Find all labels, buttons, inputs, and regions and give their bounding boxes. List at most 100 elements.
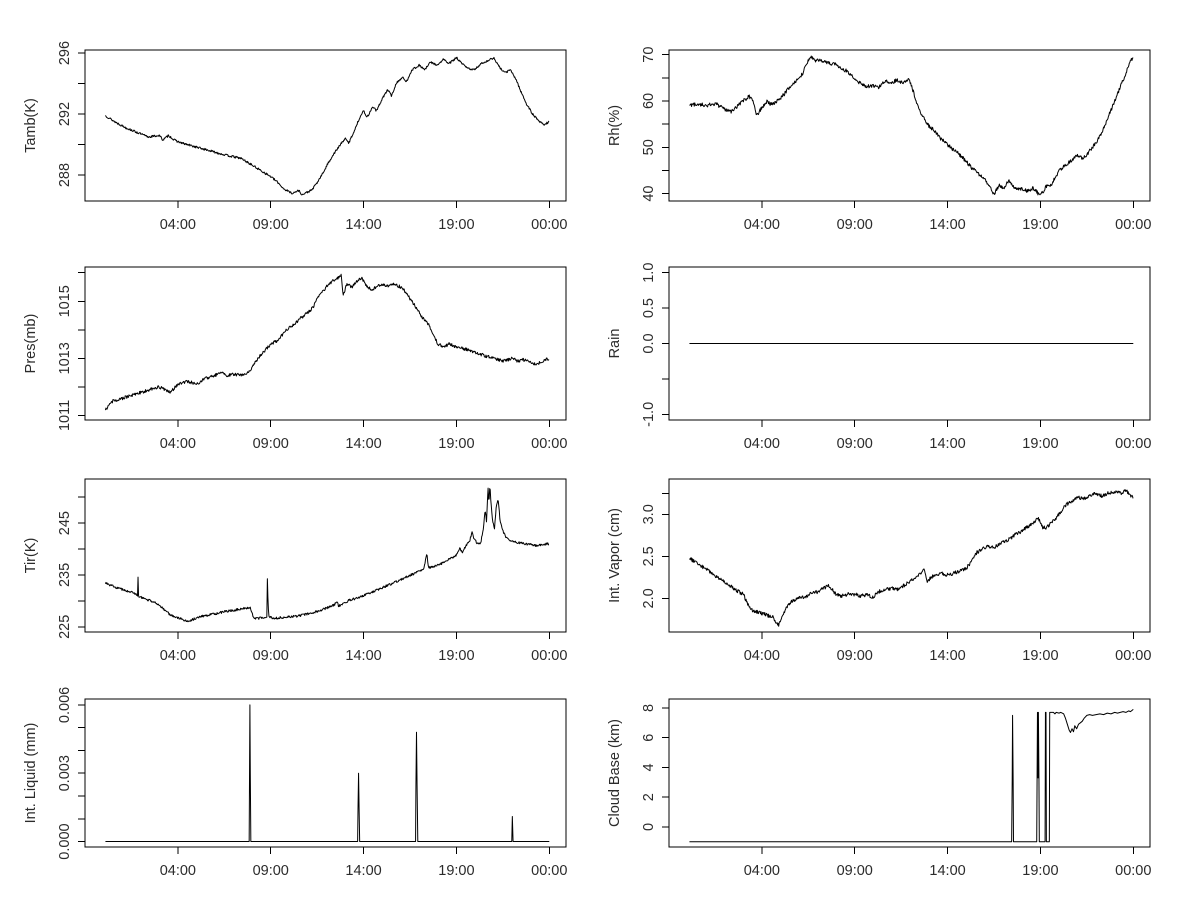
x-tick-label: 09:00 xyxy=(253,648,289,664)
x-tick-label: 14:00 xyxy=(345,863,381,879)
y-tick-label: 2.5 xyxy=(641,546,657,566)
x-tick-label: 14:00 xyxy=(345,217,381,233)
y-tick-label: 0.000 xyxy=(57,823,73,859)
y-axis-title-cloud: Cloud Base (km) xyxy=(607,719,623,827)
series-line-cloud xyxy=(689,709,1134,843)
y-tick-label: 40 xyxy=(641,186,657,202)
y-tick-label: -1.0 xyxy=(641,402,657,427)
x-tick-label: 14:00 xyxy=(345,436,381,452)
x-tick-label: 14:00 xyxy=(345,648,381,664)
panel-rain: 04:00 09:00 14:00 19:00 00:00 -1.0 0.0 0.5 1.0 Ra… xyxy=(607,263,1151,452)
y-tick-label: 0.006 xyxy=(57,687,73,723)
x-tick-label: 00:00 xyxy=(1115,217,1151,233)
y-tick-label: 296 xyxy=(57,41,73,65)
plot-box xyxy=(84,478,567,633)
x-tick-label: 04:00 xyxy=(160,863,196,879)
y-tick-label: 0.003 xyxy=(57,755,73,791)
y-axis-title-vapor: Int. Vapor (cm) xyxy=(607,508,623,603)
y-tick-label: 1.0 xyxy=(641,263,657,283)
y-tick-label: 1011 xyxy=(57,400,73,431)
x-tick-label: 09:00 xyxy=(253,217,289,233)
series-line-rh xyxy=(689,55,1134,196)
x-tick-label: 14:00 xyxy=(929,863,965,879)
y-tick-label: 60 xyxy=(641,93,657,109)
x-tick-label: 09:00 xyxy=(837,436,873,452)
x-tick-label: 04:00 xyxy=(744,436,780,452)
plot-box xyxy=(668,49,1151,202)
x-tick-label: 00:00 xyxy=(531,217,567,233)
y-tick-label: 1015 xyxy=(57,285,73,317)
y-axis-title-rh: Rh(%) xyxy=(607,105,623,146)
x-tick-label: 19:00 xyxy=(1022,217,1058,233)
y-tick-label: 50 xyxy=(641,139,657,155)
panel-rh: 04:00 09:00 14:00 19:00 00:00 40 50 60 70 Rh(%) xyxy=(607,47,1151,233)
x-tick-label: 19:00 xyxy=(438,648,474,664)
y-tick-label: 1013 xyxy=(57,342,73,374)
x-tick-label: 04:00 xyxy=(744,863,780,879)
series-line-tir xyxy=(104,487,550,623)
series-line-pres xyxy=(104,273,550,411)
x-tick-label: 09:00 xyxy=(837,648,873,664)
x-tick-label: 19:00 xyxy=(438,436,474,452)
panel-cloud: 04:00 09:00 14:00 19:00 00:00 0 2 4 6 8 Cloud Base… xyxy=(607,698,1151,879)
panel-tir: 04:00 09:00 14:00 19:00 00:00 225 235 245 Tir(K) xyxy=(23,478,567,664)
plot-box xyxy=(668,698,1151,848)
x-tick-label: 04:00 xyxy=(160,648,196,664)
y-axis-title-liquid: Int. Liquid (mm) xyxy=(23,723,39,824)
plot-box xyxy=(84,49,567,202)
plot-box xyxy=(668,478,1151,633)
y-tick-label: 0.5 xyxy=(641,298,657,318)
series-line-liquid xyxy=(105,704,550,843)
x-tick-label: 19:00 xyxy=(1022,648,1058,664)
y-tick-label: 292 xyxy=(57,102,73,126)
y-tick-label: 3.0 xyxy=(641,504,657,524)
panel-vapor: 04:00 09:00 14:00 19:00 00:00 2.0 2.5 3.0 Int. V… xyxy=(607,478,1151,664)
x-tick-label: 04:00 xyxy=(160,217,196,233)
x-tick-label: 09:00 xyxy=(253,863,289,879)
x-tick-label: 00:00 xyxy=(531,863,567,879)
x-tick-label: 19:00 xyxy=(438,217,474,233)
y-tick-label: 2.0 xyxy=(641,588,657,608)
y-axis-title-tamb: Tamb(K) xyxy=(23,98,39,153)
y-tick-label: 288 xyxy=(57,163,73,187)
x-tick-label: 00:00 xyxy=(1115,648,1151,664)
x-tick-label: 00:00 xyxy=(531,436,567,452)
x-tick-label: 09:00 xyxy=(253,436,289,452)
panel-tamb: 04:00 09:00 14:00 19:00 00:00 288 292 296 Tamb(K… xyxy=(23,41,567,233)
x-tick-label: 14:00 xyxy=(929,648,965,664)
x-tick-label: 04:00 xyxy=(744,648,780,664)
y-axis-title-rain: Rain xyxy=(607,329,623,359)
y-axis-title-pres: Pres(mb) xyxy=(23,314,39,374)
y-tick-label: 70 xyxy=(641,47,657,63)
x-tick-label: 14:00 xyxy=(929,217,965,233)
panel-pres: 04:00 09:00 14:00 19:00 00:00 1011 1013 1015 Pre… xyxy=(23,266,567,452)
y-tick-label: 8 xyxy=(641,704,657,712)
x-tick-label: 04:00 xyxy=(744,217,780,233)
y-tick-label: 225 xyxy=(57,615,73,639)
x-tick-label: 09:00 xyxy=(837,217,873,233)
panel-liquid: 04:00 09:00 14:00 19:00 00:00 0.000 0.003 0.006… xyxy=(23,687,567,879)
y-tick-label: 245 xyxy=(57,511,73,535)
y-tick-label: 235 xyxy=(57,563,73,587)
y-tick-label: 6 xyxy=(641,734,657,742)
y-tick-label: 0.0 xyxy=(641,333,657,353)
series-line-tamb xyxy=(105,56,550,196)
y-tick-label: 2 xyxy=(641,793,657,801)
x-tick-label: 19:00 xyxy=(1022,436,1058,452)
x-tick-label: 00:00 xyxy=(531,648,567,664)
x-tick-label: 00:00 xyxy=(1115,436,1151,452)
x-tick-label: 09:00 xyxy=(837,863,873,879)
y-tick-label: 4 xyxy=(641,763,657,771)
x-tick-label: 00:00 xyxy=(1115,863,1151,879)
x-tick-label: 04:00 xyxy=(160,436,196,452)
plot-box xyxy=(84,266,567,421)
x-tick-label: 19:00 xyxy=(438,863,474,879)
y-axis-title-tir: Tir(K) xyxy=(23,538,39,574)
series-line-vapor xyxy=(689,489,1134,627)
x-tick-label: 14:00 xyxy=(929,436,965,452)
y-tick-label: 0 xyxy=(641,823,657,831)
x-tick-label: 19:00 xyxy=(1022,863,1058,879)
